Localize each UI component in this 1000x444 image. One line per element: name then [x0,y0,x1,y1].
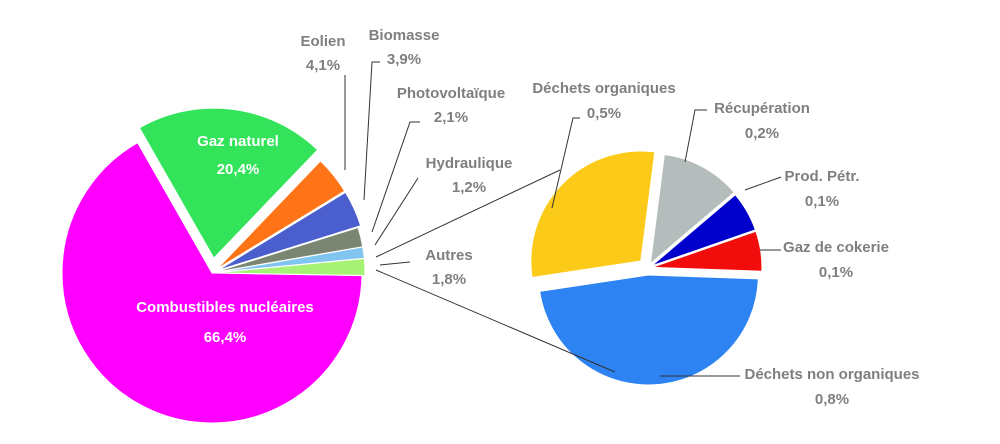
label-name-hydraulique: Hydraulique [426,155,513,172]
slice-dechets-organiques [530,150,656,279]
leader-hydraulique [374,177,419,246]
label-name-dechets-organiques: Déchets organiques [532,80,675,97]
leader-biomasse [363,61,380,201]
label-name-gaz-de-cokerie: Gaz de cokerie [783,239,889,256]
label-name-biomasse: Biomasse [369,27,440,44]
label-name-photovoltaique: Photovoltaïque [397,85,505,102]
slice-recuperation [649,153,735,265]
label-name-dechets-non-organiques: Déchets non organiques [744,366,919,383]
leader-prod-petr [744,176,782,191]
slice-dechets-non-organiques [539,274,759,386]
label-value-eolien: 4,1% [306,57,340,74]
leader-photovoltaique [371,121,420,233]
leader-recuperation [684,109,707,163]
label-name-gaz-naturel: Gaz naturel [197,133,279,150]
slice-eolien [216,160,346,270]
leader-autres [379,261,411,266]
label-value-combustibles-nucleaires: 66,4% [204,329,247,346]
label-value-gaz-naturel: 20,4% [217,161,260,178]
label-name-prod-petr: Prod. Pétr. [784,168,859,185]
slice-gaz-de-cokerie [651,230,763,272]
label-value-hydraulique: 1,2% [452,179,486,196]
label-name-autres: Autres [425,247,473,264]
label-value-biomasse: 3,9% [387,51,421,68]
label-value-prod-petr: 0,1% [805,193,839,210]
connector-line-top [375,169,561,258]
label-name-combustibles-nucleaires: Combustibles nucléaires [136,299,314,316]
slice-autres [214,257,366,277]
label-value-recuperation: 0,2% [745,125,779,142]
slice-combustibles-nucleaires [61,142,363,424]
slice-gaz-naturel [138,107,319,259]
label-value-photovoltaique: 2,1% [434,109,468,126]
slice-biomasse [217,191,362,271]
label-name-recuperation: Récupération [714,100,810,117]
slice-prod-petr [651,194,757,267]
label-value-dechets-organiques: 0,5% [587,105,621,122]
connector-line-bottom [375,269,616,373]
leader-dechets-organiques [551,117,580,209]
label-value-autres: 1,8% [432,271,466,288]
label-name-eolien: Eolien [300,33,345,50]
label-value-gaz-de-cokerie: 0,1% [819,264,853,281]
label-value-dechets-non-organiques: 0,8% [815,391,849,408]
